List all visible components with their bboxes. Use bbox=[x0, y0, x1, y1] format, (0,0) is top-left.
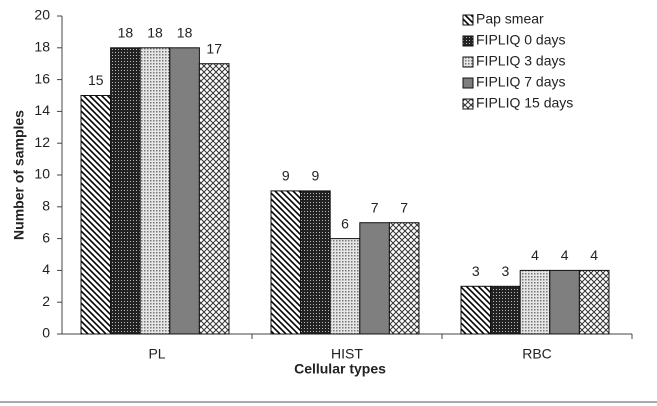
y-tick-label: 18 bbox=[34, 39, 50, 55]
bar bbox=[549, 269, 580, 335]
bar bbox=[490, 285, 521, 335]
legend-swatch bbox=[462, 14, 474, 26]
value-label: 7 bbox=[400, 199, 408, 215]
x-tick-label: PL bbox=[148, 346, 165, 362]
legend-label: FIPLIQ 3 days bbox=[476, 53, 565, 69]
value-label: 9 bbox=[312, 168, 320, 184]
y-tick-label: 0 bbox=[42, 325, 50, 341]
bar bbox=[359, 222, 390, 335]
y-tick-label: 16 bbox=[34, 70, 50, 86]
y-tick-label: 20 bbox=[34, 7, 50, 23]
x-tick-label: HIST bbox=[331, 346, 363, 362]
legend-swatch bbox=[462, 77, 474, 89]
y-tick-label: 6 bbox=[42, 229, 50, 245]
value-label: 15 bbox=[88, 72, 104, 88]
bar bbox=[329, 238, 361, 335]
value-label: 17 bbox=[206, 40, 222, 56]
value-label: 4 bbox=[590, 247, 598, 263]
y-tick-label: 10 bbox=[34, 166, 50, 182]
bar bbox=[139, 47, 171, 335]
value-label: 7 bbox=[371, 199, 379, 215]
bar bbox=[110, 47, 141, 335]
value-label: 4 bbox=[531, 247, 539, 263]
bar bbox=[460, 285, 492, 335]
y-tick-label: 12 bbox=[34, 134, 50, 150]
legend-swatch bbox=[462, 35, 474, 47]
value-label: 6 bbox=[341, 215, 349, 231]
value-label: 18 bbox=[177, 25, 193, 41]
legend-swatch bbox=[462, 98, 474, 110]
legend-swatch bbox=[462, 56, 474, 68]
bar bbox=[198, 63, 230, 335]
y-tick-label: 2 bbox=[42, 293, 50, 309]
legend-label: FIPLIQ 7 days bbox=[476, 74, 565, 90]
y-tick-label: 4 bbox=[42, 261, 50, 277]
y-axis-label: Number of samples bbox=[11, 110, 27, 240]
bar bbox=[578, 269, 610, 335]
bar bbox=[300, 190, 331, 335]
x-tick-label: RBC bbox=[522, 346, 552, 362]
bar bbox=[169, 47, 200, 335]
x-axis-label: Cellular types bbox=[294, 361, 386, 377]
value-label: 4 bbox=[561, 247, 569, 263]
value-label: 3 bbox=[502, 263, 510, 279]
bar bbox=[519, 269, 551, 335]
bar bbox=[270, 190, 302, 335]
legend-label: FIPLIQ 15 days bbox=[476, 95, 573, 111]
bar bbox=[388, 222, 420, 335]
value-label: 18 bbox=[118, 25, 134, 41]
value-label: 9 bbox=[282, 168, 290, 184]
bar bbox=[80, 95, 112, 335]
y-tick-label: 8 bbox=[42, 198, 50, 214]
value-label: 18 bbox=[147, 25, 163, 41]
legend-label: Pap smear bbox=[476, 11, 544, 27]
y-tick-label: 14 bbox=[34, 102, 50, 118]
value-label: 3 bbox=[472, 263, 480, 279]
legend-label: FIPLIQ 0 days bbox=[476, 32, 565, 48]
